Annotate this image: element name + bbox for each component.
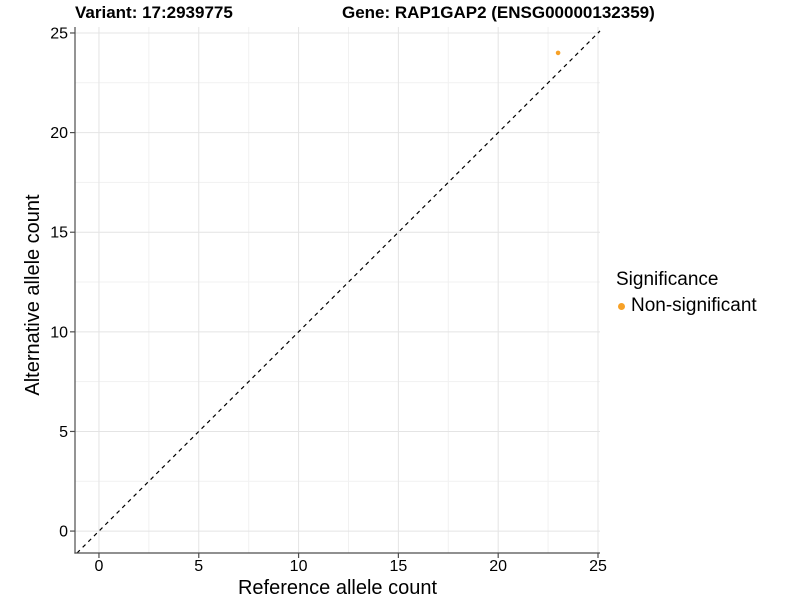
legend-item-label: Non-significant xyxy=(631,295,757,316)
y-tick-label: 25 xyxy=(50,25,68,42)
x-tick-label: 0 xyxy=(95,558,104,575)
identity-line xyxy=(76,30,601,554)
plot-title-gene: Gene: RAP1GAP2 (ENSG00000132359) xyxy=(342,3,655,22)
plot-title-variant: Variant: 17:2939775 xyxy=(75,3,233,22)
legend: Significance Non-significant xyxy=(616,269,757,317)
x-tick-label: 15 xyxy=(389,558,407,575)
y-tick-label: 15 xyxy=(50,225,68,242)
data-point xyxy=(555,50,561,56)
legend-point-icon xyxy=(618,303,625,310)
x-tick-label: 25 xyxy=(589,558,607,575)
x-axis-title: Reference allele count xyxy=(237,577,437,599)
x-tick-label: 20 xyxy=(489,558,507,575)
y-axis-title: Alternative allele count xyxy=(22,194,44,396)
x-tick-label: 10 xyxy=(290,558,308,575)
legend-item-non-significant: Non-significant xyxy=(616,295,757,317)
y-tick-label: 5 xyxy=(59,424,68,441)
y-tick-label: 0 xyxy=(59,524,68,541)
legend-title: Significance xyxy=(616,269,719,290)
y-tick-label: 20 xyxy=(50,125,68,142)
x-tick-label: 5 xyxy=(194,558,203,575)
y-tick-label: 10 xyxy=(50,324,68,341)
